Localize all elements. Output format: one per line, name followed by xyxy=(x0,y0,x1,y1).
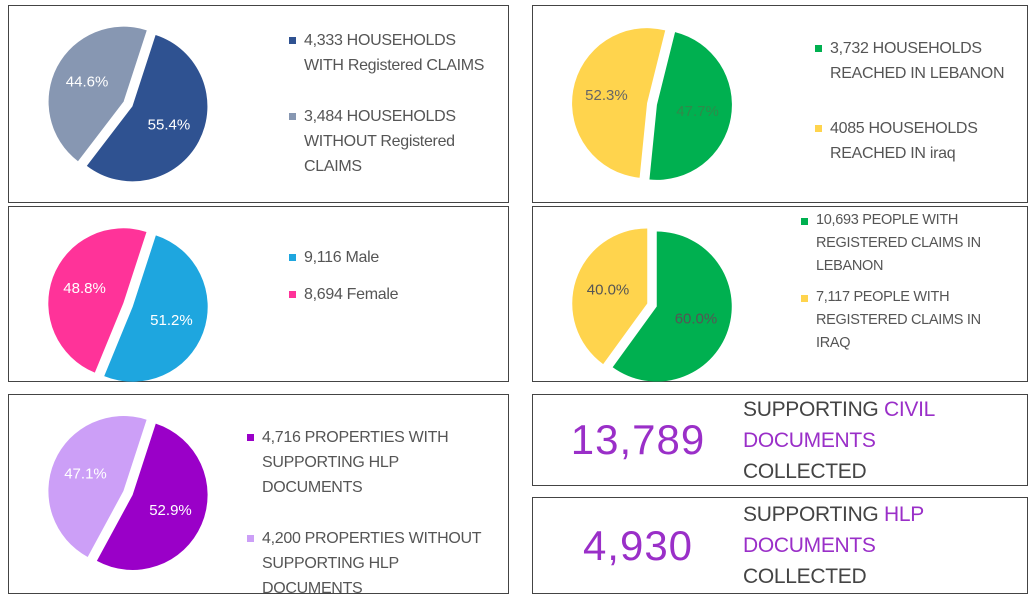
stat-word: DOCUMENTS xyxy=(743,534,876,557)
legend: 10,693 PEOPLE WITH REGISTERED CLAIMS IN … xyxy=(801,209,1011,355)
panel: 55.4% 44.6% 4,333 HOUSEHOLDS WITH Register… xyxy=(8,5,509,203)
legend-swatch xyxy=(289,113,296,120)
pie-slice xyxy=(104,235,208,382)
legend-swatch xyxy=(801,295,808,302)
legend-item: 8,694 Female xyxy=(289,282,489,307)
pie-chart: 55.4% 44.6% xyxy=(48,26,208,182)
stat-text: SUPPORTING HLP DOCUMENTS COLLECTED xyxy=(743,499,983,592)
legend-item: 4,333 HOUSEHOLDS WITH Registered CLAIMS xyxy=(289,28,489,78)
slice-label: 47.7% xyxy=(676,103,719,120)
pie-slice xyxy=(48,26,147,162)
legend-text: 4085 HOUSEHOLDS REACHED IN iraq xyxy=(830,120,978,162)
slice-label: 47.1% xyxy=(64,466,107,483)
stat-text: SUPPORTING CIVIL DOCUMENTS COLLECTED xyxy=(743,394,983,487)
pie-slice xyxy=(572,28,666,178)
legend-swatch xyxy=(289,291,296,298)
pie-slice xyxy=(48,416,147,557)
pie-chart: 51.2% 48.8% xyxy=(48,228,208,382)
legend-text: 4,200 PROPERTIES WITHOUT SUPPORTING HLP … xyxy=(262,530,481,597)
pie-slice xyxy=(649,32,732,180)
slice-label: 51.2% xyxy=(150,312,193,329)
legend-item: 4085 HOUSEHOLDS REACHED IN iraq xyxy=(815,116,1005,166)
legend-item: 4,200 PROPERTIES WITHOUT SUPPORTING HLP … xyxy=(247,526,497,601)
slice-label: 52.3% xyxy=(585,87,628,104)
legend-swatch xyxy=(247,535,254,542)
pie-slice xyxy=(48,228,147,373)
slice-label: 55.4% xyxy=(148,116,191,133)
legend: 4,333 HOUSEHOLDS WITH Registered CLAIMS 3… xyxy=(289,28,489,179)
legend: 9,116 Male 8,694 Female xyxy=(289,245,489,307)
stat-panel: 4,930 SUPPORTING HLP DOCUMENTS COLLECTED xyxy=(532,497,1028,594)
pie-slice xyxy=(612,231,732,382)
legend: 3,732 HOUSEHOLDS REACHED IN LEBANON 4085 … xyxy=(815,36,1005,166)
legend-text: 4,716 PROPERTIES WITH SUPPORTING HLP DOC… xyxy=(262,429,449,496)
legend-swatch xyxy=(247,434,254,441)
stat-word: CIVIL xyxy=(884,397,935,421)
legend-item: 9,116 Male xyxy=(289,245,489,270)
pie-slice xyxy=(96,423,208,570)
pie-chart: 47.7% 52.3% xyxy=(572,28,732,180)
legend-swatch xyxy=(289,254,296,261)
stat-word: COLLECTED xyxy=(743,459,867,483)
slice-label: 60.0% xyxy=(675,310,718,327)
legend-item: 10,693 PEOPLE WITH REGISTERED CLAIMS IN … xyxy=(801,209,1011,278)
slice-label: 48.8% xyxy=(63,280,106,297)
legend-swatch xyxy=(815,125,822,132)
stat-word: SUPPORTING xyxy=(743,503,879,526)
stat-panel: 13,789 SUPPORTING CIVIL DOCUMENTS COLLECT… xyxy=(532,394,1028,486)
stat-number: 13,789 xyxy=(570,416,706,463)
legend-text: 3,732 HOUSEHOLDS REACHED IN LEBANON xyxy=(830,40,1005,82)
legend-text: 9,116 Male xyxy=(304,249,379,266)
legend-text: 10,693 PEOPLE WITH REGISTERED CLAIMS IN … xyxy=(816,212,981,274)
pie-chart: 60.0% 40.0% xyxy=(572,228,732,382)
panel: 47.7% 52.3% 3,732 HOUSEHOLDS REACHED IN LE… xyxy=(532,5,1028,203)
stat-word: COLLECTED xyxy=(743,565,867,588)
panel: 60.0% 40.0% 10,693 PEOPLE WITH REGISTERED … xyxy=(532,206,1028,382)
pie-slice xyxy=(86,34,208,182)
slice-label: 40.0% xyxy=(587,282,630,299)
pie-slice xyxy=(572,228,648,365)
legend-item: 4,716 PROPERTIES WITH SUPPORTING HLP DOC… xyxy=(247,425,497,500)
legend-swatch xyxy=(801,218,808,225)
legend-item: 3,484 HOUSEHOLDS WITHOUT Registered CLAI… xyxy=(289,104,489,179)
slice-label: 44.6% xyxy=(66,73,109,90)
legend-text: 8,694 Female xyxy=(304,286,399,303)
legend-item: 7,117 PEOPLE WITH REGISTERED CLAIMS IN I… xyxy=(801,286,1011,355)
slice-label: 52.9% xyxy=(149,502,192,519)
legend-text: 4,333 HOUSEHOLDS WITH Registered CLAIMS xyxy=(304,32,485,74)
legend-text: 7,117 PEOPLE WITH REGISTERED CLAIMS IN I… xyxy=(816,289,981,351)
legend-swatch xyxy=(815,45,822,52)
panel: 52.9% 47.1% 4,716 PROPERTIES WITH SUPPORTI… xyxy=(8,394,509,597)
stat-number: 4,930 xyxy=(582,521,694,569)
legend: 4,716 PROPERTIES WITH SUPPORTING HLP DOC… xyxy=(247,425,497,601)
legend-item: 3,732 HOUSEHOLDS REACHED IN LEBANON xyxy=(815,36,1005,86)
stat-word: HLP xyxy=(884,503,924,526)
legend-swatch xyxy=(289,37,296,44)
legend-text: 3,484 HOUSEHOLDS WITHOUT Registered CLAI… xyxy=(304,108,456,175)
pie-chart: 52.9% 47.1% xyxy=(48,416,208,570)
panel: 51.2% 48.8% 9,116 Male 8,694 Female xyxy=(8,206,509,382)
stat-word: SUPPORTING xyxy=(743,397,879,421)
stat-word: DOCUMENTS xyxy=(743,428,876,452)
